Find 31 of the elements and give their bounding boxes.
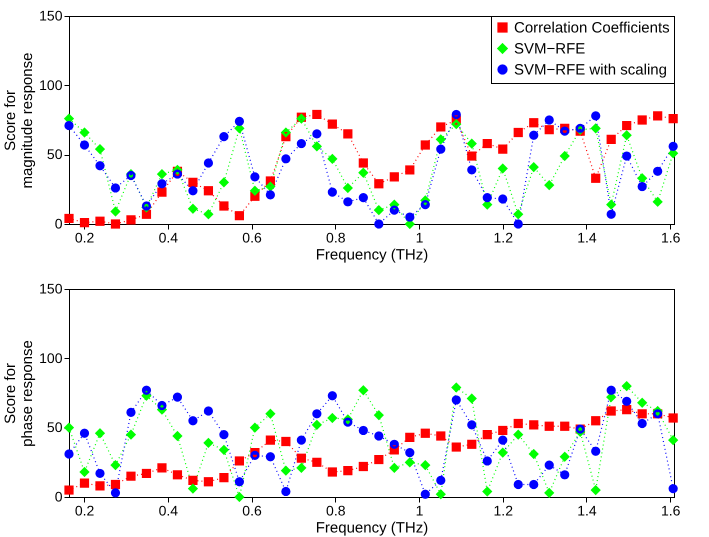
x-tick-label: 1.2	[494, 230, 514, 246]
y-tick-label: 100	[39, 350, 63, 366]
x-tick-label: 1.4	[577, 502, 597, 518]
x-tick-label: 1	[416, 502, 424, 518]
x-tick-label: 0.2	[74, 230, 95, 246]
y-tick-label: 150	[39, 8, 63, 24]
y-tick-label: 150	[39, 280, 63, 296]
x-tick-label: 0.6	[242, 502, 262, 518]
y-tick-label: 100	[39, 76, 63, 93]
x-tick-label: 1	[416, 230, 424, 246]
x-tick-label: 0.8	[326, 230, 346, 246]
x-tick-label: 1.4	[577, 230, 597, 246]
x-axis-title: Frequency (THz)	[316, 520, 428, 536]
legend-label: SVM−RFE	[514, 40, 586, 58]
legend-label: Correlation Coefficients	[514, 20, 670, 36]
y-tick-label: 0	[54, 216, 63, 232]
y-tick-label: 0	[54, 488, 63, 504]
y-tick-label: 50	[46, 146, 63, 162]
x-tick-label: 1.6	[660, 502, 681, 518]
x-tick-label: 1.2	[494, 502, 514, 518]
x-tick-label: 0.8	[326, 502, 346, 518]
legend-label: SVM−RFE with scaling	[514, 62, 667, 78]
x-tick-label: 0.2	[74, 502, 95, 518]
y-axis-title: Score for phase response	[2, 340, 36, 447]
x-tick-label: 0.4	[158, 502, 178, 518]
x-tick-label: 0.4	[158, 230, 178, 246]
y-tick-label: 50	[46, 419, 63, 436]
x-axis-title: Frequency (THz)	[316, 246, 428, 264]
x-tick-label: 1.6	[660, 230, 681, 246]
x-tick-label: 0.6	[242, 230, 262, 246]
y-axis-title: Score for magnitude response	[2, 52, 36, 188]
